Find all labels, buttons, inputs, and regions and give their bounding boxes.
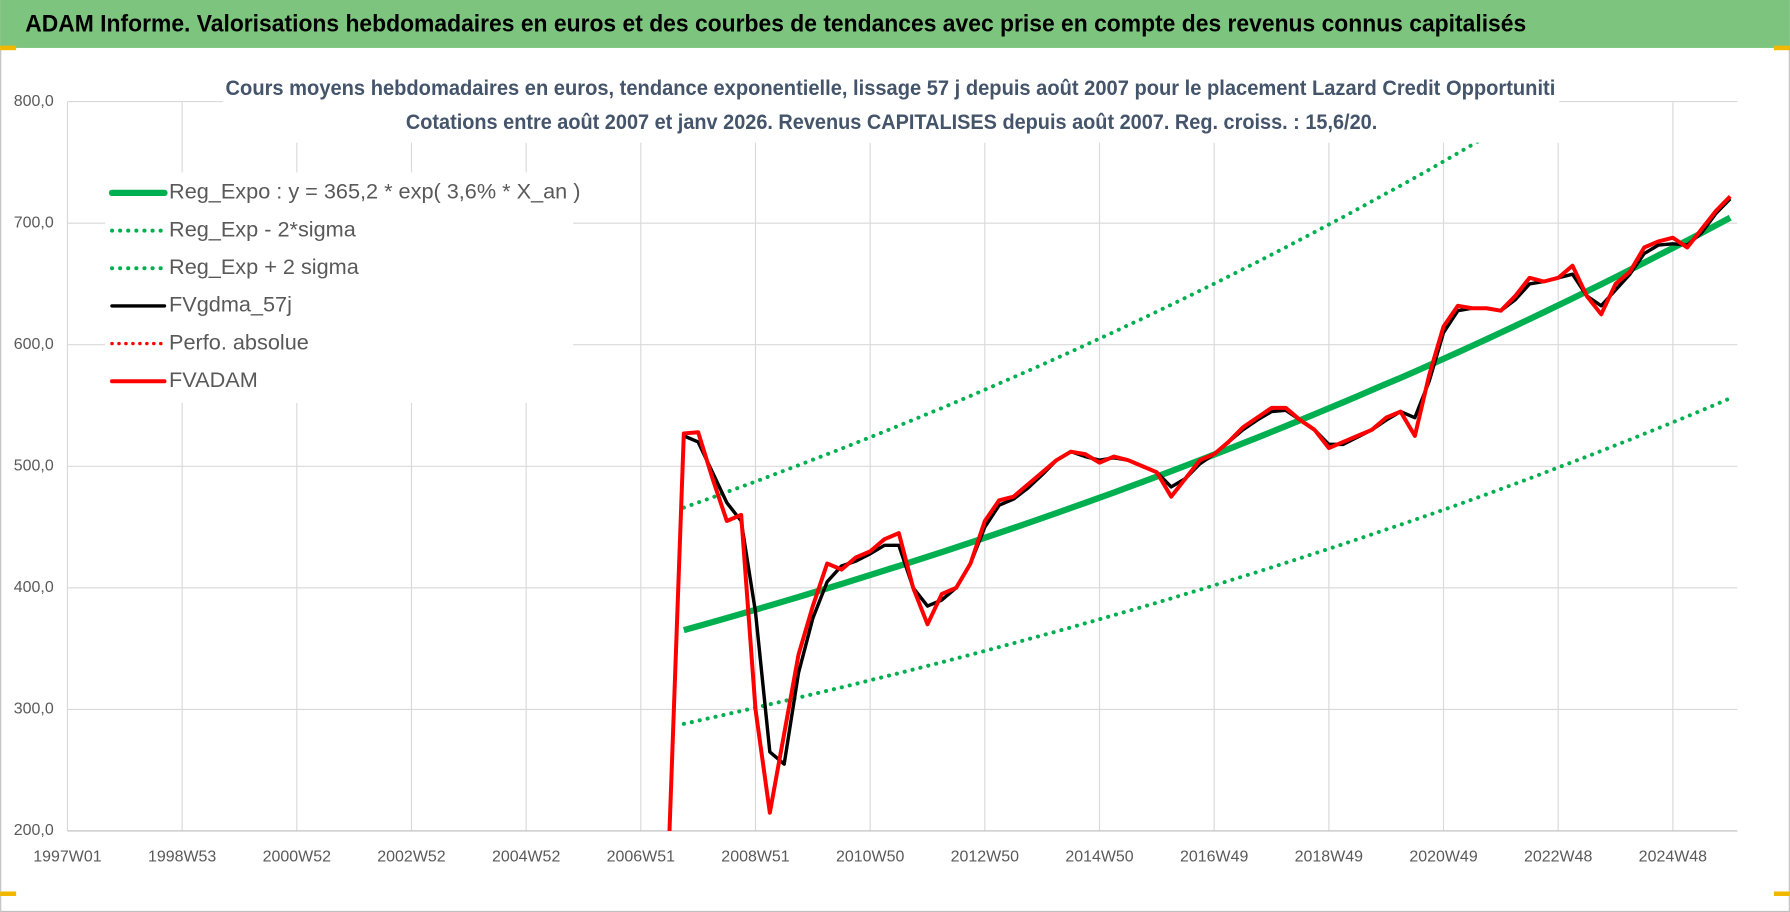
legend-label: Reg_Exp - 2*sigma: [169, 216, 357, 241]
y-tick-label: 200,0: [14, 822, 54, 839]
x-tick-label: 2004W52: [492, 848, 560, 865]
legend-label: Reg_Expo : y = 365,2 * exp( 3,6% * X_an …: [169, 179, 580, 204]
legend-label: FVADAM: [169, 367, 258, 392]
x-tick-label: 1998W53: [148, 848, 216, 865]
y-tick-label: 400,0: [14, 579, 54, 596]
x-tick-label: 2024W48: [1639, 848, 1707, 865]
y-tick-label: 600,0: [14, 336, 54, 353]
x-tick-label: 1997W01: [33, 848, 101, 865]
chart-title: Cours moyens hebdomadaires en euros, ten…: [226, 75, 1556, 100]
plot-area: [667, 101, 1733, 831]
corner-mark: [0, 891, 17, 897]
x-tick-label: 2006W51: [607, 848, 675, 865]
corner-mark: [0, 45, 17, 51]
legend-label: FVgdma_57j: [169, 292, 292, 317]
chart-subtitle: Cotations entre août 2007 et janv 2026. …: [406, 109, 1377, 134]
x-tick-label: 2010W50: [836, 848, 904, 865]
y-tick-label: 800,0: [14, 93, 54, 110]
x-tick-label: 2020W49: [1409, 848, 1477, 865]
legend-box: [105, 172, 574, 403]
header-title: ADAM Informe. Valorisations hebdomadaire…: [25, 10, 1526, 37]
y-tick-label: 300,0: [14, 701, 54, 718]
x-tick-label: 2000W52: [263, 848, 331, 865]
x-tick-label: 2018W49: [1295, 848, 1363, 865]
y-tick-label: 500,0: [14, 457, 54, 474]
legend-label: Perfo. absolue: [169, 329, 309, 354]
corner-mark: [1773, 891, 1790, 897]
data-line: [667, 195, 1732, 831]
legend: Reg_Expo : y = 365,2 * exp( 3,6% * X_an …: [105, 172, 580, 403]
y-tick-label: 700,0: [14, 214, 54, 231]
x-tick-label: 2016W49: [1180, 848, 1248, 865]
data-line: [681, 396, 1733, 726]
title-box: [222, 70, 1560, 143]
x-tick-label: 2022W48: [1524, 848, 1592, 865]
data-line: [681, 101, 1549, 510]
legend-label: Reg_Exp + 2 sigma: [169, 254, 360, 279]
corner-mark: [1773, 45, 1790, 51]
header-bar: [0, 0, 1790, 48]
x-tick-label: 2012W50: [951, 848, 1019, 865]
x-tick-label: 2008W51: [721, 848, 789, 865]
x-tick-label: 2014W50: [1065, 848, 1133, 865]
x-tick-label: 2002W52: [377, 848, 445, 865]
